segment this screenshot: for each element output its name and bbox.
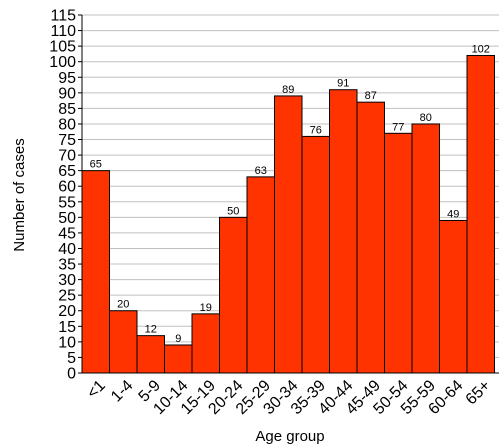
- y-tick-label: 105: [49, 39, 76, 56]
- x-tick-label: 1-4: [108, 377, 136, 405]
- y-axis-title: Number of cases: [11, 138, 28, 251]
- bar-0: [82, 171, 110, 373]
- data-label-3: 9: [175, 333, 181, 345]
- y-tick-label: 50: [58, 210, 76, 227]
- y-tick-label: 80: [58, 116, 76, 133]
- data-label-13: 49: [447, 208, 459, 220]
- y-tick-labels: 0510152025303540455055606570758085909510…: [49, 8, 82, 383]
- bar-5: [220, 217, 248, 373]
- bar-2: [137, 336, 165, 373]
- bar-8: [302, 136, 330, 373]
- y-tick-label: 60: [58, 179, 76, 196]
- y-tick-label: 90: [58, 85, 76, 102]
- y-tick-label: 20: [58, 303, 76, 320]
- data-label-11: 77: [392, 121, 404, 133]
- x-tick-labels: <1 1-4 5-910-1415-1920-2425-2930-3435-3940…: [84, 377, 494, 418]
- data-label-7: 89: [282, 84, 294, 96]
- y-tick-label: 25: [58, 288, 76, 305]
- bar-14: [467, 55, 495, 373]
- y-tick-label: 115: [50, 8, 76, 25]
- bar-11: [385, 133, 413, 373]
- data-label-4: 19: [200, 302, 212, 314]
- data-label-14: 102: [472, 43, 490, 55]
- data-label-12: 80: [420, 112, 432, 124]
- bar-6: [247, 177, 275, 373]
- y-tick-label: 35: [58, 257, 76, 274]
- bar-9: [330, 90, 358, 373]
- data-label-0: 65: [90, 159, 102, 171]
- y-tick-label: 55: [58, 194, 76, 211]
- bar-7: [275, 96, 303, 373]
- data-label-2: 12: [145, 324, 157, 336]
- y-tick-label: 15: [58, 319, 76, 336]
- y-tick-label: 70: [58, 148, 76, 165]
- y-tick-label: 85: [58, 101, 76, 118]
- data-label-6: 63: [255, 165, 267, 177]
- x-tick-label: <1: [84, 377, 109, 402]
- bar-3: [165, 345, 193, 373]
- y-tick-label: 75: [58, 132, 76, 149]
- y-tick-label: 10: [58, 334, 76, 351]
- y-tick-label: 30: [58, 272, 76, 289]
- bar-10: [357, 102, 385, 373]
- y-tick-label: 100: [49, 54, 76, 71]
- y-tick-label: 5: [67, 350, 76, 367]
- bar-4: [192, 314, 220, 373]
- y-tick-label: 40: [58, 241, 76, 258]
- bar-12: [412, 124, 440, 373]
- data-label-8: 76: [310, 124, 322, 136]
- bar-13: [440, 220, 468, 373]
- data-label-10: 87: [365, 90, 377, 102]
- bar-1: [110, 311, 138, 373]
- data-label-9: 91: [337, 78, 349, 90]
- x-axis-title: Age group: [255, 428, 324, 445]
- x-tick-label: 65+: [463, 377, 494, 408]
- y-tick-label: 110: [50, 23, 76, 40]
- data-label-1: 20: [117, 299, 129, 311]
- y-tick-label: 0: [67, 366, 76, 383]
- data-label-5: 50: [227, 205, 239, 217]
- y-tick-label: 95: [58, 70, 76, 87]
- y-tick-label: 65: [58, 163, 76, 180]
- y-tick-label: 45: [58, 225, 76, 242]
